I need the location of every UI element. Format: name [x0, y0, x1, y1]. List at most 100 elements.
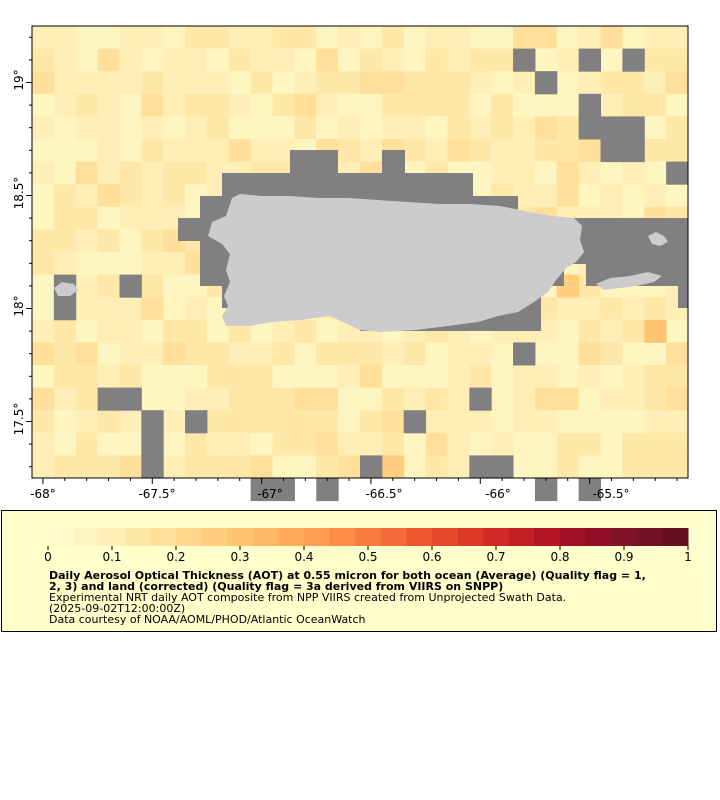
lat-label-18: 18°: [12, 295, 26, 316]
aot-cell: [97, 319, 120, 343]
aot-cell: [360, 410, 383, 434]
aot-cell: [53, 252, 77, 276]
no-data-cell: [316, 478, 339, 502]
aot-cell: [206, 432, 230, 456]
aot-cell: [75, 319, 99, 343]
aot-cell: [578, 71, 602, 95]
no-data-cell: [578, 478, 602, 502]
land-masses: [54, 194, 668, 332]
aot-cell: [425, 455, 448, 479]
aot-cell: [666, 184, 689, 208]
aot-cell: [119, 48, 142, 72]
aot-cell: [644, 365, 667, 389]
aot-cell: [32, 274, 55, 298]
aot-cell: [53, 139, 77, 163]
aot-cell: [600, 342, 623, 366]
aot-cell: [53, 229, 77, 253]
aot-cell: [163, 342, 186, 366]
aot-cell: [97, 93, 120, 117]
aot-cell: [75, 229, 99, 253]
aot-cell: [360, 26, 383, 50]
aot-cell: [163, 252, 186, 276]
aot-cell: [381, 26, 405, 50]
aot-cell: [294, 410, 317, 434]
color-bar-segment: [201, 528, 228, 546]
aot-map: 19° 18.5° 18° 17.5° -68° -67.5° -67° -66…: [12, 25, 689, 502]
aot-cell: [228, 342, 252, 366]
aot-cell: [119, 455, 142, 479]
aot-cell: [666, 116, 689, 140]
aot-cell: [163, 93, 186, 117]
aot-cell: [622, 319, 645, 343]
aot-cell: [141, 342, 164, 366]
aot-cell-high: [644, 319, 667, 343]
color-bar-segment: [457, 528, 484, 546]
aot-cell: [556, 184, 580, 208]
aot-cell: [534, 48, 558, 72]
color-bar-segment: [304, 528, 331, 546]
legend-credit: Data courtesy of NOAA/AOML/PHOD/Atlantic…: [49, 613, 366, 626]
aot-cell: [578, 342, 602, 366]
aot-cell: [644, 93, 667, 117]
aot-cell: [32, 432, 55, 456]
aot-cell: [97, 455, 120, 479]
aot-cell: [491, 26, 514, 50]
aot-cell: [250, 319, 274, 343]
aot-cell: [185, 432, 208, 456]
aot-cell: [141, 206, 164, 230]
aot-cell: [185, 161, 208, 185]
aot-cell: [338, 432, 361, 456]
aot-cell: [32, 342, 55, 366]
aot-cell: [272, 365, 295, 389]
aot-cell: [97, 410, 120, 434]
aot-cell: [644, 184, 667, 208]
aot-cell: [206, 387, 230, 411]
aot-cell: [119, 206, 142, 230]
no-data-cell: [141, 410, 164, 434]
aot-cell: [228, 410, 252, 434]
aot-cell: [491, 93, 514, 117]
aot-cell: [447, 139, 470, 163]
aot-cell: [622, 455, 645, 479]
aot-cell: [644, 342, 667, 366]
aot-cell: [622, 297, 645, 321]
aot-cell: [75, 93, 99, 117]
aot-cell: [75, 342, 99, 366]
aot-cell: [32, 229, 55, 253]
aot-cell: [381, 432, 405, 456]
aot-cell: [119, 252, 142, 276]
aot-cell: [491, 71, 514, 95]
legend-timestamp: (2025-09-02T12:00:00Z): [49, 602, 186, 615]
aot-cell: [513, 139, 536, 163]
aot-cell: [75, 297, 99, 321]
aot-cell: [185, 93, 208, 117]
aot-cell: [666, 93, 689, 117]
color-bar-segment: [611, 528, 638, 546]
aot-cell: [513, 161, 536, 185]
aot-cell: [447, 410, 470, 434]
scale-label-0-6: 0.6: [422, 550, 441, 564]
color-bar-segment: [252, 528, 279, 546]
color-bar-segment: [227, 528, 254, 546]
aot-cell: [97, 297, 120, 321]
aot-cell: [578, 432, 602, 456]
legend-title-line-2: 2, 3) and land (corrected) (Quality flag…: [49, 580, 504, 593]
aot-cell: [578, 26, 602, 50]
aot-cell: [294, 26, 317, 50]
aot-cell: [556, 432, 580, 456]
aot-cell: [141, 71, 164, 95]
no-data-cell: [119, 274, 142, 298]
aot-cell: [534, 161, 558, 185]
aot-cell: [425, 116, 448, 140]
aot-cell: [294, 365, 317, 389]
aot-cell: [491, 432, 514, 456]
aot-cell: [381, 93, 405, 117]
aot-cell: [272, 410, 295, 434]
aot-cell: [666, 432, 689, 456]
aot-cell: [250, 139, 274, 163]
aot-cell: [141, 229, 164, 253]
no-data-cell: [185, 410, 208, 434]
aot-cell: [250, 455, 274, 479]
aot-cell: [32, 319, 55, 343]
legend-panel: 0 0.1 0.2 0.3 0.4 0.5 0.6 0.7 0.8 0.9 1 …: [1, 510, 717, 632]
